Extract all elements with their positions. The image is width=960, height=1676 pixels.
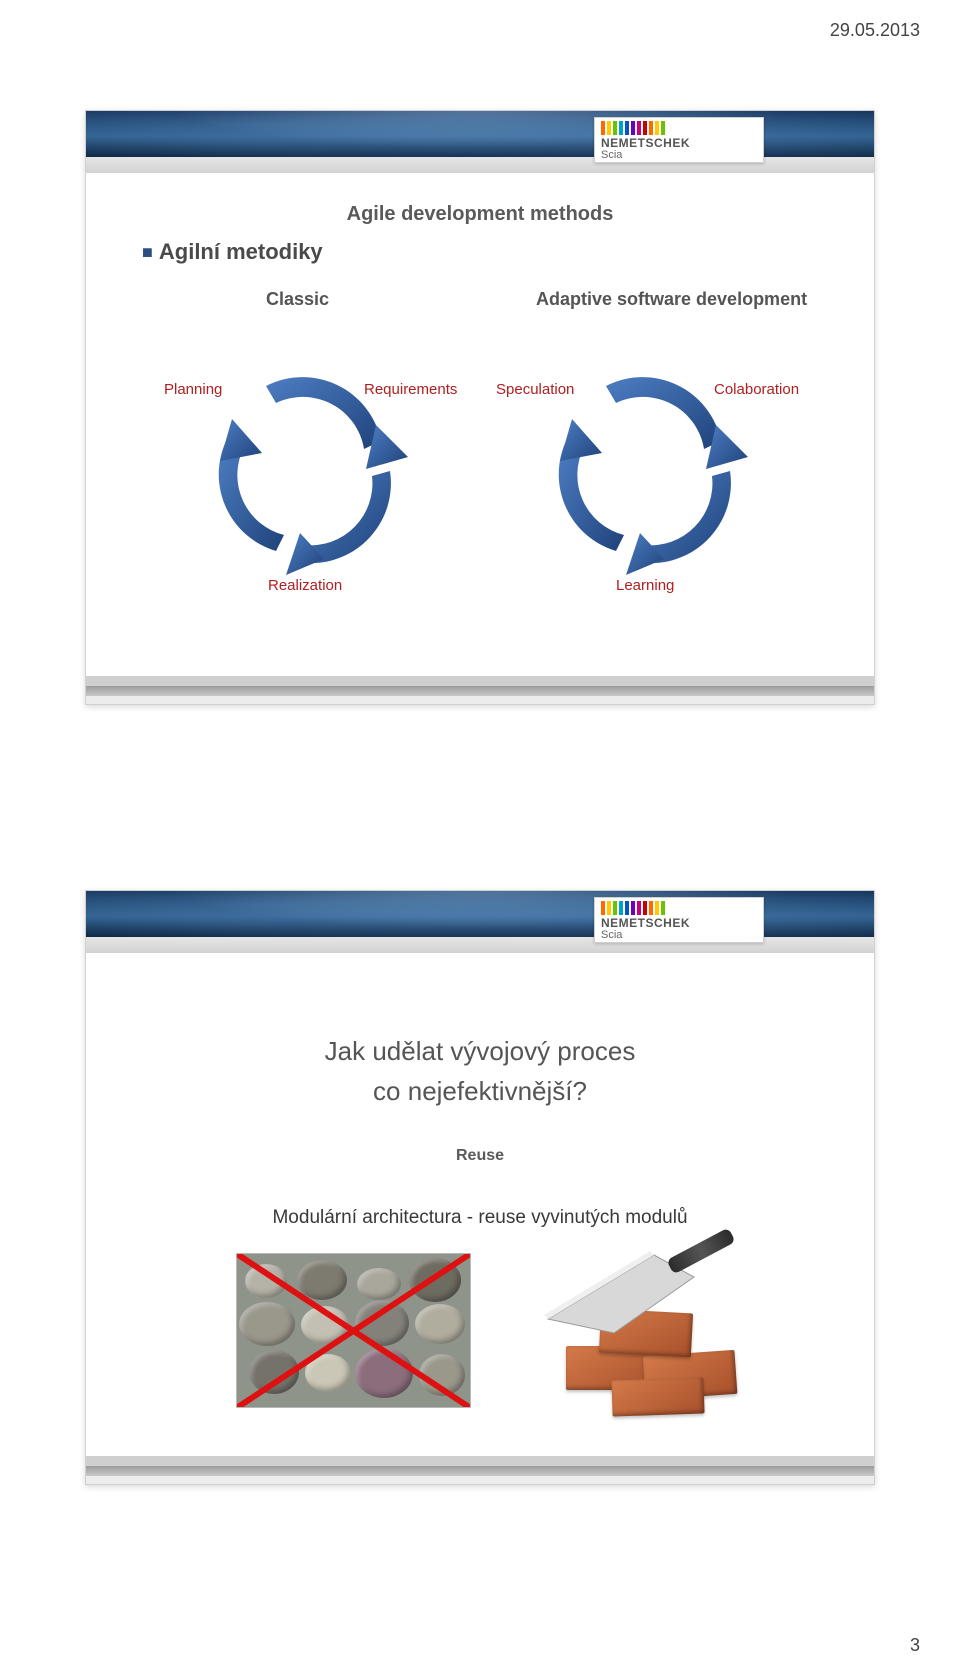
- page-date: 29.05.2013: [830, 20, 920, 41]
- nemetschek-logo: NEMETSCHEK Scia: [594, 897, 764, 943]
- logo-text: NEMETSCHEK: [601, 136, 757, 150]
- cycle-arrows-icon: [516, 341, 776, 601]
- cycle-arrows-icon: [176, 341, 436, 601]
- label-learning: Learning: [616, 577, 674, 594]
- label-requirements: Requirements: [364, 381, 457, 398]
- image-rocks-crossed: [236, 1253, 471, 1408]
- logo-sub: Scia: [601, 149, 757, 161]
- slide-header: NEMETSCHEK Scia: [86, 891, 874, 961]
- cycle-adaptive: Speculation Colaboration Learning: [516, 341, 776, 601]
- image-bricks-trowel: [526, 1241, 756, 1416]
- bullet-label: Agilní metodiky: [159, 239, 323, 264]
- slide-reuse: NEMETSCHEK Scia Jak udělat vývojový proc…: [85, 890, 875, 1485]
- label-planning: Planning: [164, 381, 222, 398]
- subheading-reuse: Reuse: [86, 1147, 874, 1165]
- label-speculation: Speculation: [496, 381, 574, 398]
- heading-classic: Classic: [266, 289, 329, 310]
- slide-footer: [86, 676, 874, 704]
- bullet-agilni: ■ Agilní metodiky: [142, 239, 323, 265]
- slide-title: Agile development methods: [86, 203, 874, 226]
- slide-footer: [86, 1456, 874, 1484]
- bullet-square-icon: ■: [142, 242, 153, 262]
- slide-header: NEMETSCHEK Scia: [86, 111, 874, 181]
- cycle-classic: Planning Requirements Realization: [176, 341, 436, 601]
- red-x-icon: [237, 1254, 470, 1408]
- heading-adaptive: Adaptive software development: [536, 289, 807, 310]
- slide-agile: NEMETSCHEK Scia Agile development method…: [85, 110, 875, 705]
- text-modular: Modulární architectura - reuse vyvinutýc…: [86, 1207, 874, 1229]
- nemetschek-logo: NEMETSCHEK Scia: [594, 117, 764, 163]
- heading-line-2: co nejefektivnější?: [86, 1076, 874, 1107]
- logo-sub: Scia: [601, 929, 757, 941]
- label-realization: Realization: [268, 577, 342, 594]
- logo-text: NEMETSCHEK: [601, 916, 757, 930]
- label-colaboration: Colaboration: [714, 381, 799, 398]
- page-number: 3: [910, 1635, 920, 1656]
- heading-line-1: Jak udělat vývojový proces: [86, 1036, 874, 1067]
